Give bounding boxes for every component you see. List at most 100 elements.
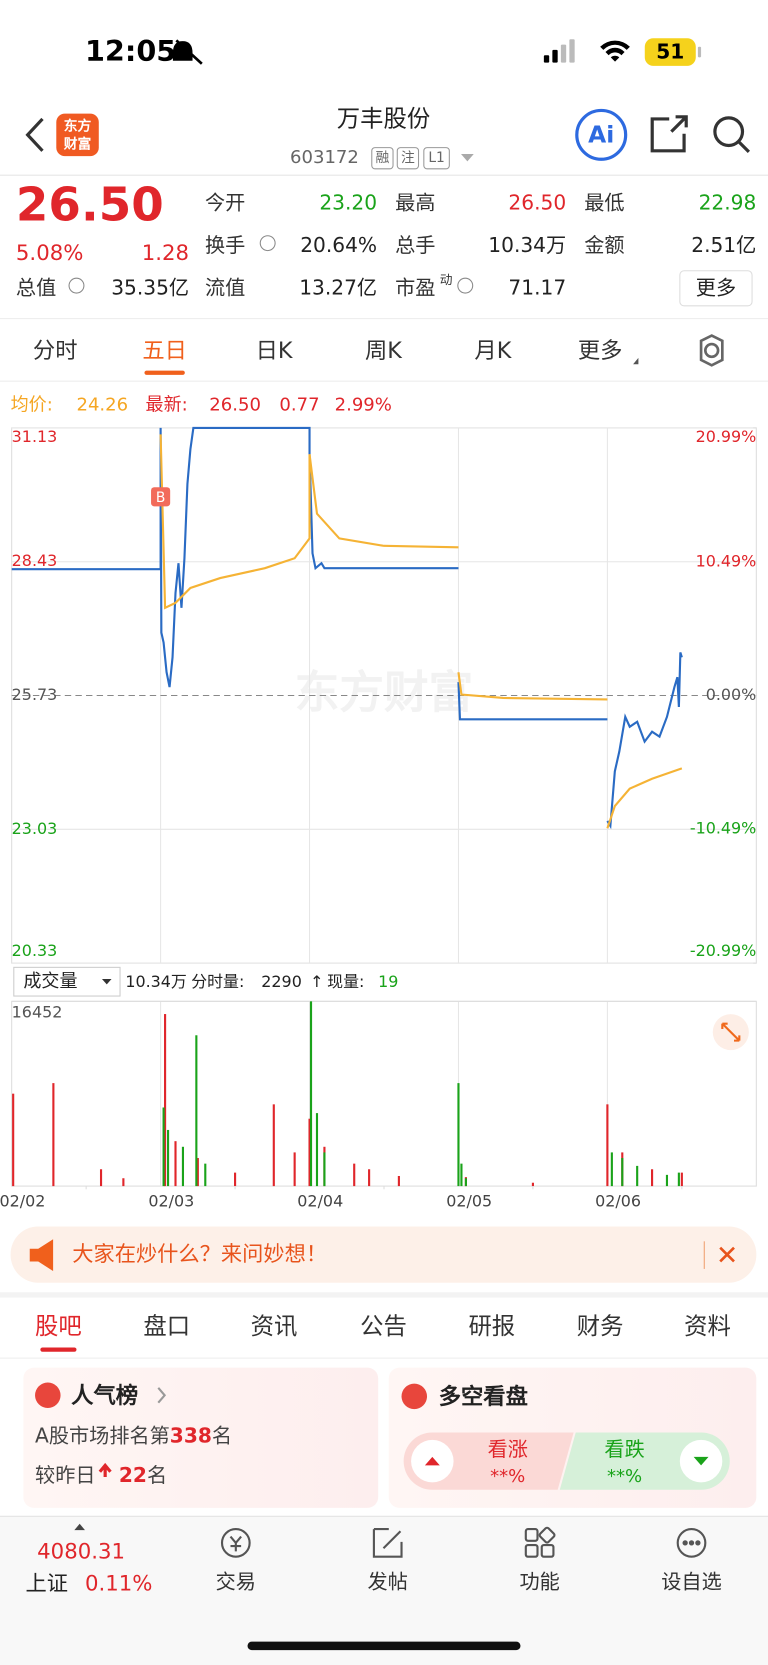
x-tick-label: 02/03 (148, 1192, 194, 1211)
share-button[interactable] (650, 115, 688, 153)
tab[interactable]: 更多 (578, 338, 623, 364)
stock-name: 万丰股份 (337, 104, 430, 132)
index-pct[interactable]: 0.11% (85, 1571, 152, 1596)
info-icon (259, 235, 276, 252)
tick-direction: ↑ (310, 972, 323, 991)
tag: 融 (376, 150, 390, 166)
rank-change-suffix: 名 (147, 1462, 167, 1486)
close-button[interactable] (719, 1246, 735, 1263)
logo-text: 东方 (64, 117, 92, 134)
volume-bar (52, 1083, 55, 1187)
subtab-underline (40, 1347, 77, 1352)
current-volume: 19 (378, 972, 398, 991)
x-tick-label: 02/05 (446, 1192, 492, 1211)
more-caret (633, 357, 639, 365)
rank-value: 338 (170, 1423, 212, 1447)
volume-bar (181, 1146, 185, 1187)
trade-marker (151, 487, 171, 507)
volume-bar (234, 1172, 237, 1187)
rank-prefix: A股市场排名第 (35, 1423, 170, 1447)
tab[interactable]: 五日 (142, 338, 187, 364)
volume-bar (323, 1152, 326, 1187)
field-value: 22.98 (699, 190, 757, 214)
volume-bar (397, 1175, 400, 1187)
y2-tick-label: 20.99% (696, 427, 757, 446)
back-button[interactable] (25, 117, 44, 152)
dropdown (101, 979, 112, 985)
bear-pct: **% (607, 1466, 642, 1487)
volume-bar (162, 1107, 165, 1187)
more-button[interactable] (679, 270, 753, 307)
tab[interactable]: 周K (365, 338, 403, 364)
rank-line: A股市场排名第338名 (35, 1423, 232, 1447)
last-change-pct: 2.99% (335, 395, 392, 416)
separator (0, 1292, 768, 1298)
expand-button[interactable] (712, 1014, 749, 1051)
tab[interactable]: 日K (256, 338, 294, 364)
x-tick-label: 02/02 (0, 1192, 45, 1211)
nav-label[interactable]: 设自选 (661, 1570, 721, 1594)
volume-bar (368, 1169, 371, 1187)
subtab[interactable]: 盘口 (143, 1312, 190, 1340)
field-value: 23.20 (319, 190, 377, 214)
volume-selector[interactable] (13, 966, 121, 997)
subtab[interactable]: 研报 (468, 1312, 515, 1340)
chevron (157, 1387, 167, 1404)
tab[interactable]: 分时 (33, 338, 78, 364)
tab-underline (144, 370, 185, 375)
time: 12:05 (85, 34, 176, 68)
search-button[interactable] (713, 116, 751, 153)
ai-button[interactable] (575, 108, 628, 161)
volume-bar (196, 1158, 199, 1187)
volume-info: 10.34万 分时量: 2290 ↑ 现量: 19 (125, 972, 398, 991)
volume-bar (353, 1163, 356, 1187)
subtab[interactable]: 股吧 (35, 1312, 82, 1340)
bull-icon (424, 1456, 440, 1466)
y2-tick-label: 10.49% (696, 551, 757, 570)
logo-text: 财富 (64, 135, 92, 152)
field-value: 71.17 (508, 275, 566, 299)
settings-button[interactable] (699, 334, 724, 367)
volume-bar (99, 1169, 103, 1187)
nav-label[interactable]: 发帖 (368, 1570, 408, 1594)
volume-bar (531, 1182, 534, 1187)
index-value[interactable]: 4080.31 (37, 1539, 125, 1564)
nav-label[interactable]: 交易 (216, 1570, 256, 1594)
index-name[interactable]: 上证 (25, 1571, 67, 1596)
subtab[interactable]: 公告 (360, 1312, 407, 1340)
rank-change-prefix: 较昨日 (35, 1462, 95, 1486)
bear-label: 看跌 (604, 1437, 644, 1461)
volume-bar (195, 1035, 198, 1187)
tag: 注 (401, 150, 415, 166)
logo[interactable] (56, 113, 99, 157)
home-indicator (247, 1641, 521, 1651)
x-tick-label: 02/06 (595, 1192, 641, 1211)
banner[interactable] (10, 1226, 757, 1283)
y2-tick-label: 0.00% (706, 685, 757, 704)
index-arrow (74, 1523, 85, 1531)
volume-bar (308, 1118, 311, 1187)
y-tick-label: 25.73 (12, 685, 58, 704)
price: 26.50 (16, 179, 164, 233)
info-icon (68, 277, 85, 294)
subtab[interactable]: 资讯 (251, 1312, 298, 1340)
volume-bar (309, 1001, 313, 1187)
current-volume-label: 现量: (327, 972, 364, 991)
y-tick-label: 23.03 (12, 819, 58, 838)
last-label: 最新: (146, 395, 188, 416)
dropdown[interactable] (461, 153, 474, 162)
field-label: 流值 (205, 275, 245, 299)
volume-bar (457, 1083, 460, 1187)
vote-title: 多空看盘 (439, 1383, 528, 1410)
rank-change-line: 较昨日 22名 (35, 1462, 167, 1486)
tab[interactable]: 月K (474, 338, 512, 364)
last-value: 26.50 (209, 395, 261, 416)
subtab[interactable]: 财务 (577, 1312, 624, 1340)
rank-card[interactable] (23, 1367, 379, 1508)
field-label: 金额 (584, 233, 624, 257)
rank-icon (35, 1382, 61, 1409)
nav-label[interactable]: 功能 (519, 1570, 559, 1594)
subtab[interactable]: 资料 (684, 1312, 731, 1340)
price-line (159, 434, 683, 829)
